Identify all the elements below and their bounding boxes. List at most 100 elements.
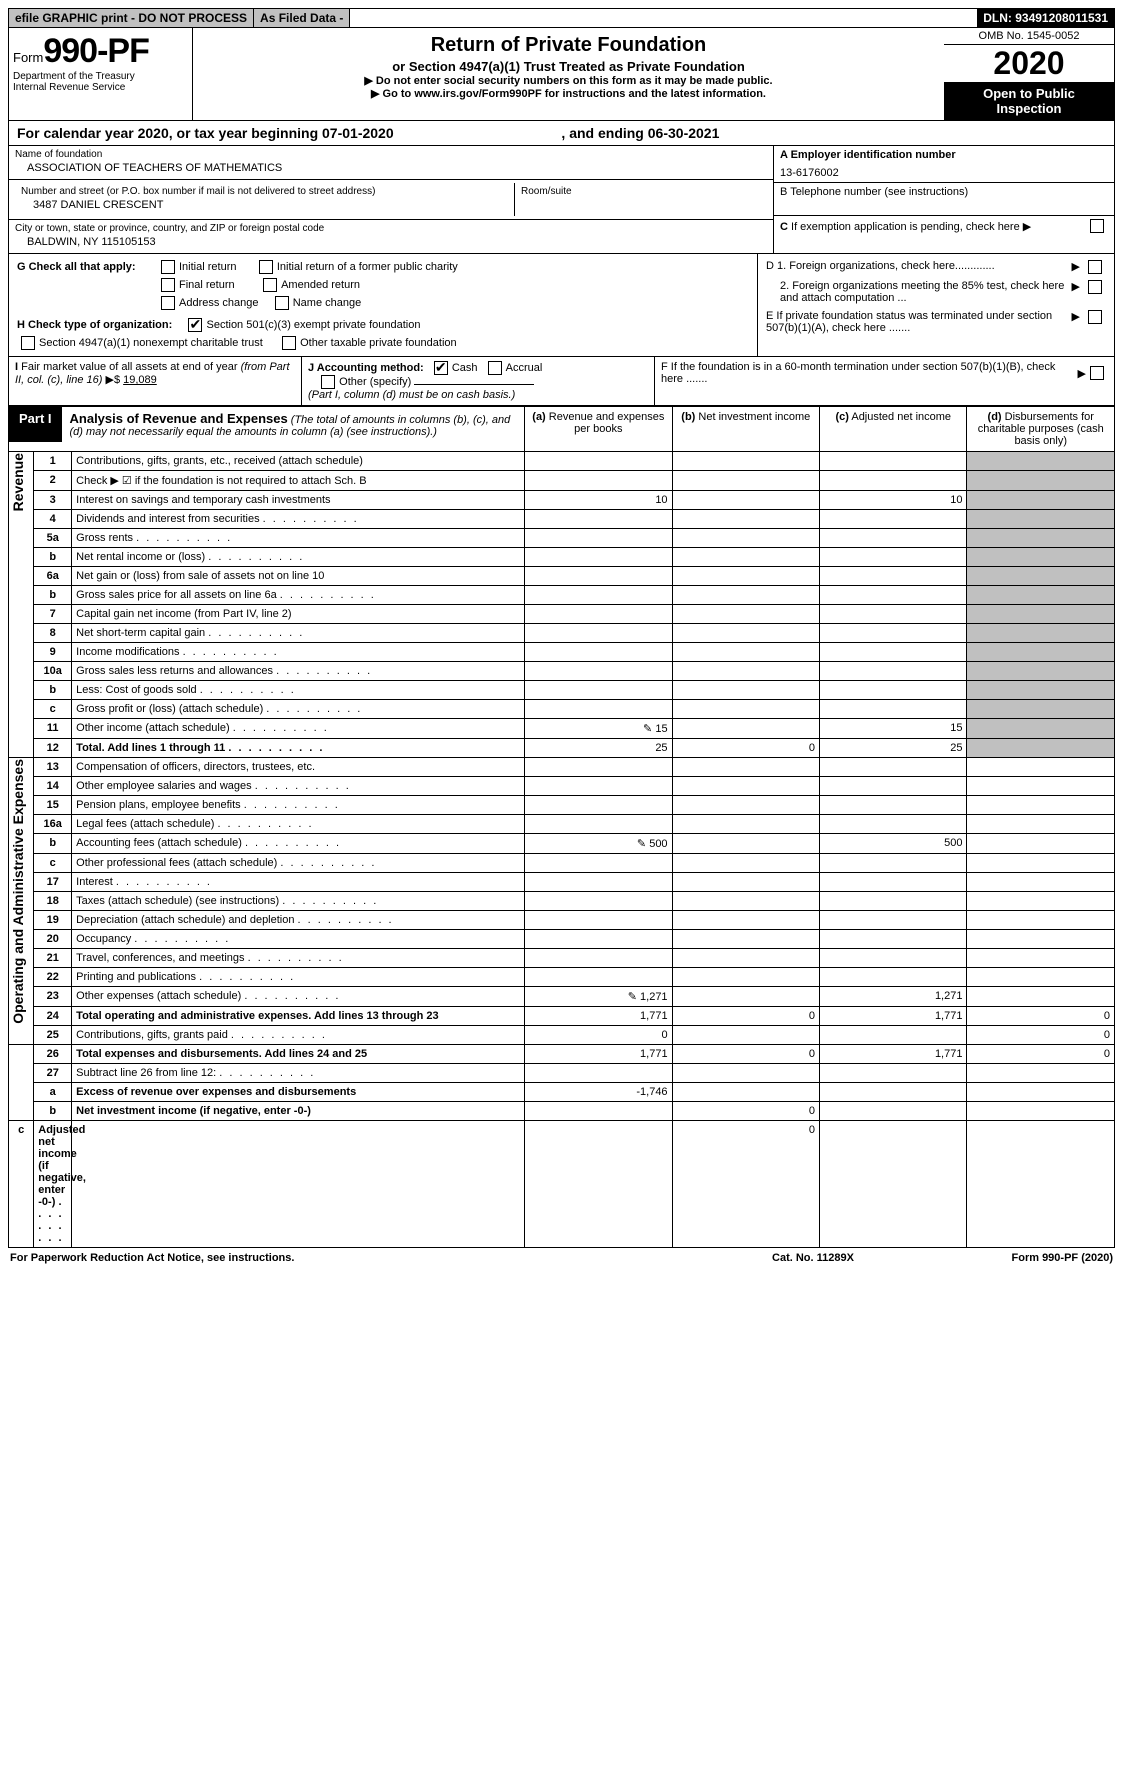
line-no: 3 — [34, 491, 72, 510]
col-b-val — [672, 892, 819, 911]
g-final-return-checkbox[interactable] — [161, 278, 175, 292]
col-b-val — [672, 471, 819, 491]
col-a-val — [525, 1064, 672, 1083]
open-to-public: Open to Public Inspection — [944, 82, 1114, 120]
line-desc: Total operating and administrative expen… — [72, 1007, 525, 1026]
col-b-val: 0 — [672, 739, 819, 758]
f-label: F If the foundation is in a 60-month ter… — [661, 361, 1078, 385]
h-label: H Check type of organization: — [17, 319, 172, 331]
line-no: 14 — [34, 777, 72, 796]
col-c-val — [820, 529, 967, 548]
dln-label: DLN: 93491208011531 — [977, 9, 1114, 27]
col-d-val — [967, 739, 1115, 758]
e-checkbox[interactable] — [1088, 310, 1102, 324]
line-desc: Capital gain net income (from Part IV, l… — [72, 605, 525, 624]
col-a-val — [525, 873, 672, 892]
col-c-val — [820, 1102, 967, 1121]
h-other-taxable-checkbox[interactable] — [282, 336, 296, 350]
col-c-val — [820, 643, 967, 662]
section-g-h-d-e: G Check all that apply: Initial return I… — [8, 254, 1115, 357]
line-desc: Contributions, gifts, grants paid — [72, 1026, 525, 1045]
d1-checkbox[interactable] — [1088, 260, 1102, 274]
col-c-val — [820, 758, 967, 777]
line-no: 23 — [34, 987, 72, 1007]
f-checkbox[interactable] — [1090, 366, 1104, 380]
j-cash-checkbox[interactable] — [434, 361, 448, 375]
col-c-val — [820, 796, 967, 815]
col-d-val — [967, 815, 1115, 834]
col-b-val: 0 — [672, 1102, 819, 1121]
col-a-val — [525, 681, 672, 700]
page-footer: For Paperwork Reduction Act Notice, see … — [8, 1248, 1115, 1268]
efile-label: efile GRAPHIC print - DO NOT PROCESS — [9, 9, 254, 27]
line-desc: Contributions, gifts, grants, etc., rece… — [72, 452, 525, 471]
h-4947-checkbox[interactable] — [21, 336, 35, 350]
exemption-pending-checkbox[interactable] — [1090, 219, 1104, 233]
col-b-val — [672, 510, 819, 529]
col-a-val: ✎ 1,271 — [525, 987, 672, 1007]
line-desc: Check ▶ ☑ if the foundation is not requi… — [72, 471, 525, 491]
j-other-checkbox[interactable] — [321, 375, 335, 389]
g-initial-former-checkbox[interactable] — [259, 260, 273, 274]
name-label: Name of foundation — [15, 149, 767, 160]
g-amended-return-checkbox[interactable] — [263, 278, 277, 292]
ein-value: 13-6176002 — [780, 161, 1108, 179]
col-b-val — [672, 815, 819, 834]
col-c-val: 500 — [820, 834, 967, 854]
col-c-val — [820, 510, 967, 529]
col-a-val — [525, 777, 672, 796]
col-b-val — [672, 586, 819, 605]
col-d-val — [967, 452, 1115, 471]
line-no: a — [34, 1083, 72, 1102]
col-a-val — [525, 605, 672, 624]
col-a-val — [525, 471, 672, 491]
col-c-val: 15 — [820, 719, 967, 739]
line-desc: Printing and publications — [72, 968, 525, 987]
line-desc: Other employee salaries and wages — [72, 777, 525, 796]
col-d-val — [967, 605, 1115, 624]
col-a-val: ✎ 500 — [525, 834, 672, 854]
col-b-val — [672, 1064, 819, 1083]
col-d-val — [967, 719, 1115, 739]
line-no: 16a — [34, 815, 72, 834]
line-no: 5a — [34, 529, 72, 548]
form-prefix: Form — [13, 50, 43, 65]
line-no: 10a — [34, 662, 72, 681]
col-b-val — [525, 1121, 672, 1248]
g-address-change-checkbox[interactable] — [161, 296, 175, 310]
h-501c3-checkbox[interactable] — [188, 318, 202, 332]
revenue-sidebar: Revenue — [10, 453, 26, 511]
line-desc: Gross sales price for all assets on line… — [72, 586, 525, 605]
col-b-val — [672, 758, 819, 777]
col-d-val — [967, 1102, 1115, 1121]
g-initial-return-checkbox[interactable] — [161, 260, 175, 274]
col-d-val — [967, 1083, 1115, 1102]
line-no: 15 — [34, 796, 72, 815]
col-b-val — [672, 548, 819, 567]
col-d-val — [967, 930, 1115, 949]
col-d-val — [967, 491, 1115, 510]
col-a-val — [525, 700, 672, 719]
col-c-val — [820, 911, 967, 930]
col-a-val: -1,746 — [525, 1083, 672, 1102]
city-state-zip: BALDWIN, NY 115105153 — [15, 234, 767, 250]
col-d-val: 0 — [967, 1026, 1115, 1045]
j-accrual-checkbox[interactable] — [488, 361, 502, 375]
col-d-val — [967, 567, 1115, 586]
d2-checkbox[interactable] — [1088, 280, 1102, 294]
tax-year-end: 06-30-2021 — [648, 125, 720, 141]
irs-link[interactable]: www.irs.gov/Form990PF — [414, 88, 541, 100]
line-desc: Compensation of officers, directors, tru… — [72, 758, 525, 777]
col-c-val: 10 — [820, 491, 967, 510]
col-d-val: 0 — [967, 1045, 1115, 1064]
col-d-val — [967, 892, 1115, 911]
g-name-change-checkbox[interactable] — [275, 296, 289, 310]
col-a-val — [525, 854, 672, 873]
col-b-val — [672, 491, 819, 510]
line-desc: Net short-term capital gain — [72, 624, 525, 643]
j-label: J Accounting method: — [308, 362, 424, 374]
line-no: 20 — [34, 930, 72, 949]
col-c-val — [820, 662, 967, 681]
col-c-val — [820, 892, 967, 911]
line-desc: Interest on savings and temporary cash i… — [72, 491, 525, 510]
